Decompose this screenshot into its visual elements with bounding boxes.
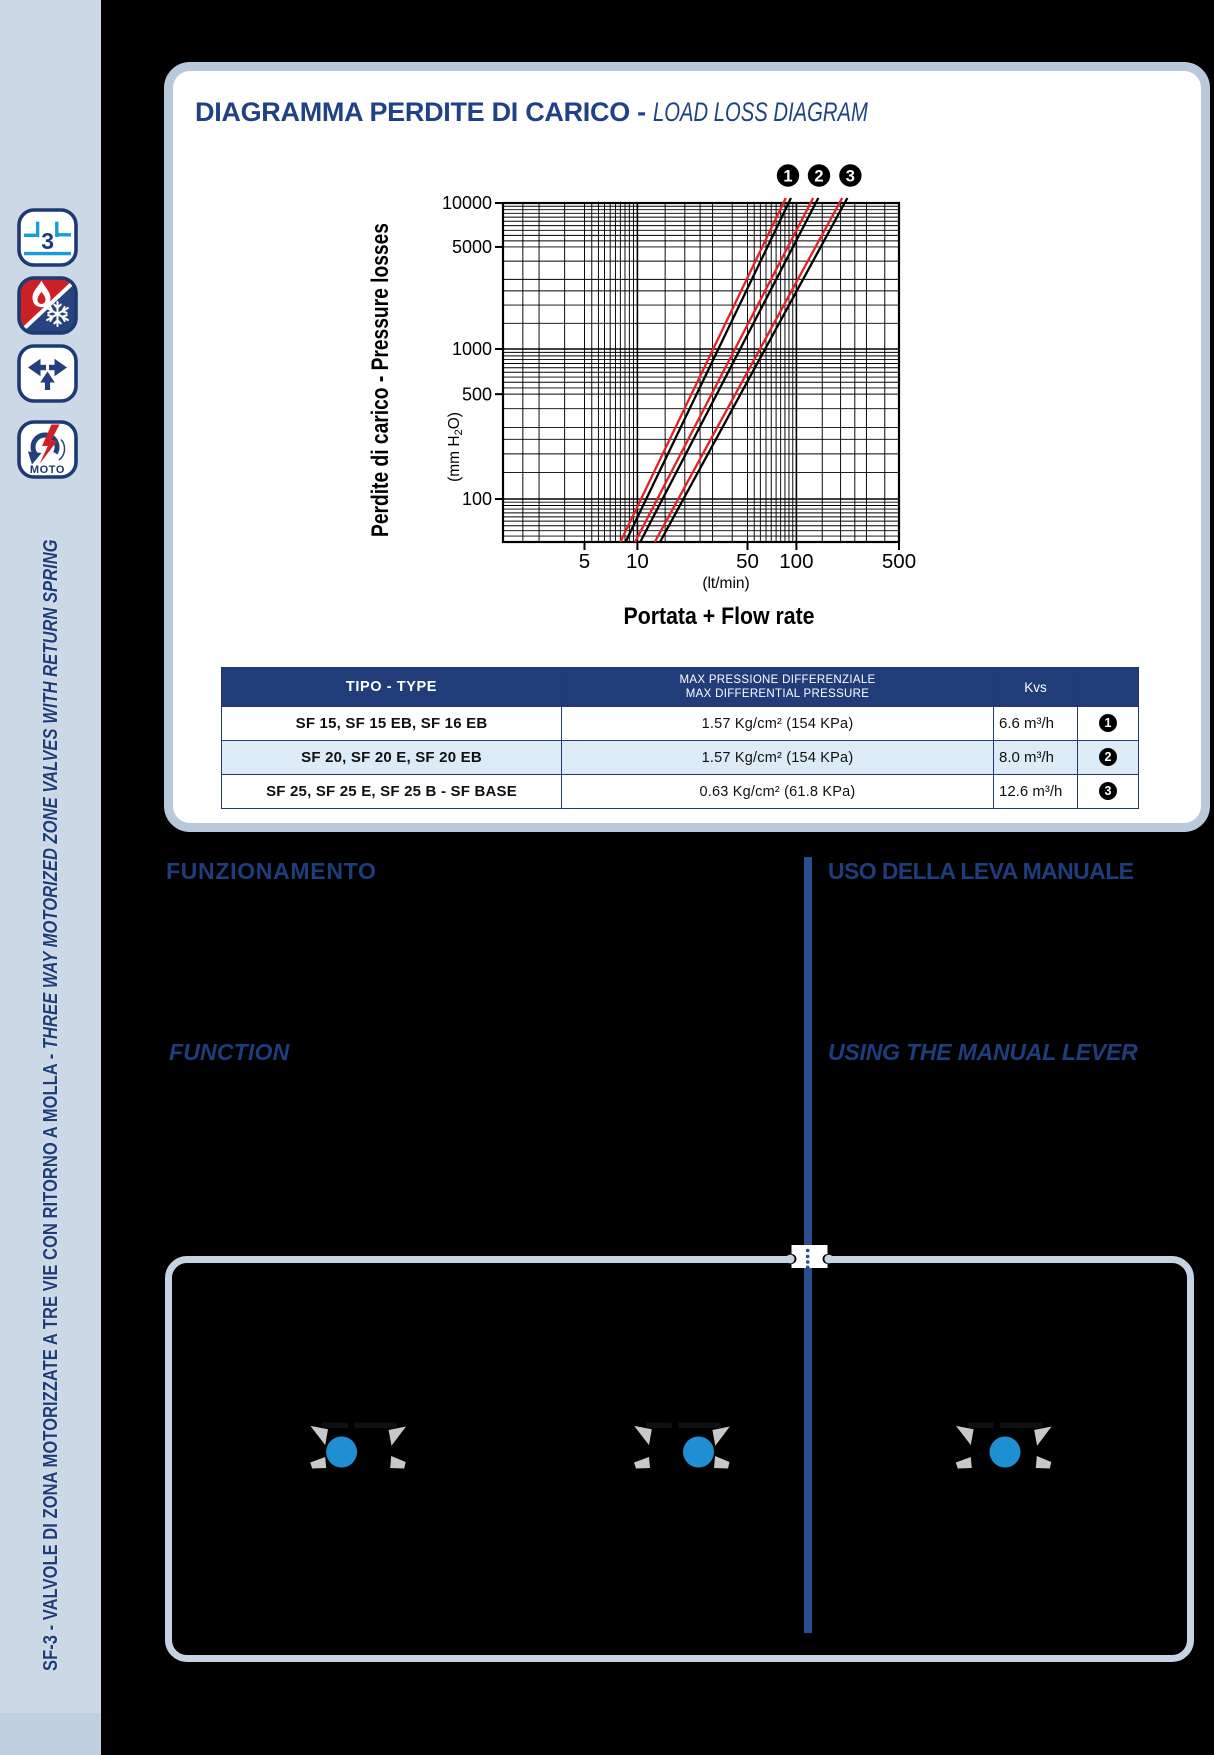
y-axis-unit-label: (mm H2O) xyxy=(446,412,465,482)
series-line-shadow-2 xyxy=(639,197,820,543)
cell-kvs: 6.6 m³/h xyxy=(993,706,1078,741)
flow-arrow xyxy=(634,1457,650,1469)
series-line-shadow-3 xyxy=(659,197,849,543)
flow-arrow xyxy=(712,1426,730,1446)
x-tick-label: 5 xyxy=(579,550,590,573)
crossing-dotted-line xyxy=(805,1248,810,1270)
valve-pipe-bar xyxy=(322,1422,349,1428)
valve-pipe-bar xyxy=(646,1422,672,1428)
heating-cooling-icon xyxy=(17,276,78,335)
y-tick-label: 500 xyxy=(462,384,492,404)
spec-table: TIPO - TYPE MAX PRESSIONE DIFFERENZIALE M… xyxy=(221,667,1139,809)
valve-ball xyxy=(326,1436,358,1468)
series-badge-circle-1 xyxy=(776,164,800,187)
heading-using-manual-lever: USING THE MANUAL LEVER xyxy=(828,1039,1138,1065)
flow-arrow xyxy=(1034,1426,1052,1446)
svg-text:MOTO: MOTO xyxy=(30,464,65,476)
sidebar-vertical-title: SF-3 - VALVOLE DI ZONA MOTORIZZATE A TRE… xyxy=(40,539,62,1671)
valve-ball xyxy=(683,1436,714,1468)
cell-type: SF 20, SF 20 E, SF 20 EB xyxy=(221,740,562,775)
x-axis-unit-label: (lt/min) xyxy=(702,575,749,592)
cell-type: SF 25, SF 25 E, SF 25 B - SF BASE xyxy=(221,774,562,809)
cell-type: SF 15, SF 15 EB, SF 16 EB xyxy=(221,706,562,741)
x-tick-label: 10 xyxy=(626,550,649,573)
heading-funzionamento: FUNZIONAMENTO xyxy=(166,858,377,884)
col-header-type: TIPO - TYPE xyxy=(221,667,562,707)
valve-pipe-bar xyxy=(678,1422,721,1428)
valve-schematic-2 xyxy=(634,1422,730,1469)
col-header-badge xyxy=(1077,667,1139,707)
motorized-icon: MOTO xyxy=(17,420,78,479)
y-tick-label: 1000 xyxy=(452,339,492,359)
series-badge-number: 3 xyxy=(846,168,855,186)
cell-badge: 2 xyxy=(1077,740,1139,775)
valve-schematics xyxy=(310,1422,1052,1469)
flow-arrow xyxy=(388,1426,406,1446)
y-tick-label: 5000 xyxy=(452,237,492,257)
cell-badge: 3 xyxy=(1077,774,1139,809)
series-badge-number: 1 xyxy=(783,168,792,186)
flow-arrow xyxy=(390,1456,406,1469)
cell-kvs: 8.0 m³/h xyxy=(993,740,1078,775)
x-tick-label: 100 xyxy=(779,550,813,573)
series-badge-circle-2 xyxy=(807,164,831,187)
heading-uso-leva-manuale: USO DELLA LEVA MANUALE xyxy=(828,858,1134,884)
table-row: SF 20, SF 20 E, SF 20 EB 1.57 Kg/cm² (154… xyxy=(221,740,1139,775)
three-way-3-icon: 3 xyxy=(17,208,78,267)
table-row: SF 15, SF 15 EB, SF 16 EB 1.57 Kg/cm² (15… xyxy=(221,706,1139,741)
flow-directions-icon xyxy=(17,344,78,403)
chart-frame xyxy=(501,201,901,544)
load-loss-chart: 5 10 50 100 500 100 500 1000 5000 10000 (mm H2O) Pe… xyxy=(367,164,916,630)
flow-arrow xyxy=(310,1457,327,1469)
valve-pipe-bar xyxy=(967,1422,994,1428)
table-header-row: TIPO - TYPE MAX PRESSIONE DIFFERENZIALE M… xyxy=(221,667,1139,707)
series-line-shadow-1 xyxy=(624,197,792,543)
valve-ball xyxy=(989,1436,1021,1468)
series-line-2 xyxy=(634,197,815,543)
sidebar: 3 xyxy=(0,0,101,1755)
flow-arrow xyxy=(956,1425,974,1446)
series-badge-number: 2 xyxy=(814,168,823,186)
y-tick-label: 100 xyxy=(462,489,492,509)
flow-arrow xyxy=(634,1425,652,1446)
flow-arrow xyxy=(955,1457,972,1469)
sidebar-bottom-block xyxy=(0,1713,101,1755)
cell-badge: 1 xyxy=(1077,706,1139,741)
x-tick-label: 50 xyxy=(736,550,759,573)
col-header-pressure: MAX PRESSIONE DIFFERENZIALE MAX DIFFERENT… xyxy=(561,667,994,707)
flow-arrow xyxy=(714,1456,730,1469)
series-badge: 2 xyxy=(1099,748,1117,767)
cell-pressure: 1.57 Kg/cm² (154 KPa) xyxy=(561,740,994,775)
series-badge: 1 xyxy=(1099,714,1117,733)
valve-schematic-3 xyxy=(955,1422,1052,1469)
series-badge: 3 xyxy=(1099,782,1117,801)
col-header-kvs: Kvs xyxy=(993,667,1078,707)
cell-kvs: 12.6 m³/h xyxy=(993,774,1078,809)
svg-text:3: 3 xyxy=(41,228,54,254)
series-line-1 xyxy=(619,197,787,543)
flow-arrow xyxy=(310,1425,328,1446)
y-axis-title: Perdite di carico - Pressure losses xyxy=(367,223,394,537)
series-badge-circle-3 xyxy=(839,164,862,187)
y-tick-label: 10000 xyxy=(442,193,492,213)
table-row: SF 25, SF 25 E, SF 25 B - SF BASE 0.63 Kg… xyxy=(221,774,1139,809)
flow-arrow xyxy=(1035,1456,1052,1469)
divider-frame-crossing xyxy=(785,1245,834,1270)
bottom-frame xyxy=(165,1256,1194,1662)
valve-pipe-bar xyxy=(999,1422,1043,1428)
heading-function: FUNCTION xyxy=(169,1039,290,1065)
panel-title: DIAGRAMMA PERDITE DI CARICO - LOAD LOSS … xyxy=(195,97,868,127)
chart-caption: Portata + Flow rate xyxy=(624,603,815,630)
valve-pipe-bar xyxy=(354,1422,398,1428)
cell-pressure: 1.57 Kg/cm² (154 KPa) xyxy=(561,706,994,741)
valve-schematic-1 xyxy=(310,1422,406,1469)
x-tick-label: 500 xyxy=(882,550,916,573)
cell-pressure: 0.63 Kg/cm² (61.8 KPa) xyxy=(561,774,994,809)
series-line-3 xyxy=(653,197,844,543)
